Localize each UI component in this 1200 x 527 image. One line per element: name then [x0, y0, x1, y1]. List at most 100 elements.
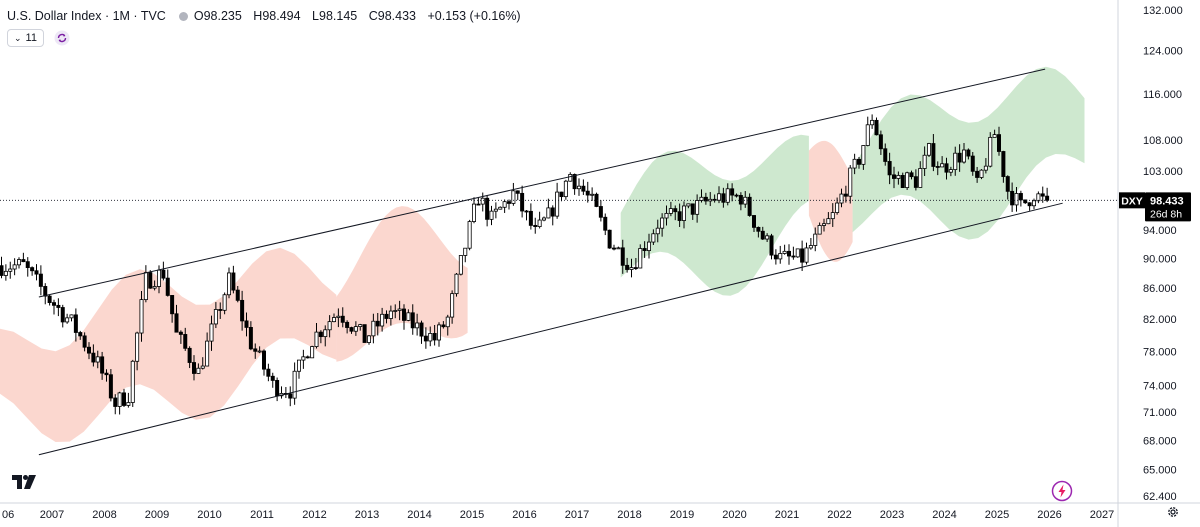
market-status-icon: [178, 11, 188, 21]
candle-body: [787, 250, 792, 257]
lightning-icon[interactable]: [1051, 480, 1073, 507]
candle-body: [730, 188, 735, 196]
candle-body: [463, 247, 468, 256]
candle-body: [314, 331, 319, 347]
candle-body: [56, 304, 61, 308]
candle: [1010, 182, 1015, 212]
candle: [266, 363, 271, 382]
candle-body: [629, 267, 634, 270]
candle: [533, 217, 538, 234]
candle-body: [607, 229, 612, 249]
x-tick-label: 2007: [40, 509, 64, 521]
candle: [590, 187, 595, 201]
candle: [371, 313, 376, 344]
candle: [174, 304, 179, 333]
candle-body: [511, 190, 516, 204]
candle: [957, 144, 962, 172]
candle: [1018, 190, 1023, 207]
indicators-toggle-button[interactable]: ⌄ 11: [7, 29, 44, 47]
candle: [423, 327, 428, 349]
channel-line-upper: [38, 68, 1046, 298]
candle: [927, 142, 932, 158]
candle-body: [231, 272, 236, 291]
y-tick-label: 65.000: [1143, 465, 1177, 477]
symbol-title[interactable]: U.S. Dollar Index · 1M · TVC: [7, 9, 166, 23]
candle-body: [603, 216, 608, 231]
candle: [800, 240, 805, 271]
candle-body: [975, 170, 980, 178]
candle: [34, 264, 39, 281]
last-price-label: 98.433: [1150, 195, 1184, 207]
candle-body: [1023, 199, 1028, 204]
candle: [686, 203, 691, 209]
candle: [323, 325, 328, 347]
candle-body: [222, 294, 227, 311]
candle: [43, 283, 48, 305]
candle-body: [935, 166, 940, 168]
candle: [117, 391, 122, 415]
candle: [8, 261, 13, 279]
symbol-label: DXY: [1121, 195, 1143, 207]
candle: [375, 312, 380, 336]
candle-body: [533, 224, 538, 227]
candle-body: [848, 167, 853, 197]
candle-body: [612, 247, 617, 250]
candle-body: [585, 190, 590, 196]
refresh-icon[interactable]: [54, 30, 70, 46]
candle: [69, 314, 74, 322]
change-value: +0.153 (+0.16%): [427, 9, 521, 23]
candle-body: [835, 202, 840, 213]
x-tick-label: 2026: [1037, 509, 1061, 521]
candle: [673, 205, 678, 221]
candle-body: [253, 348, 258, 352]
candle-body: [95, 356, 100, 363]
candle-body: [559, 191, 564, 198]
candle-body: [944, 163, 949, 173]
candle-body: [962, 149, 967, 163]
gear-icon[interactable]: [1166, 505, 1180, 524]
candle-body: [616, 247, 621, 250]
candle: [577, 178, 582, 196]
tradingview-logo-icon[interactable]: [12, 474, 38, 495]
candle-body: [1005, 176, 1010, 192]
candle-body: [647, 241, 652, 251]
candle-body: [226, 272, 231, 296]
candle: [12, 258, 17, 276]
candle: [454, 273, 459, 297]
candle-body: [441, 324, 446, 328]
candle: [651, 229, 656, 245]
candle: [664, 205, 669, 226]
channel-line-lower: [38, 202, 1063, 456]
y-tick-label: 94.000: [1143, 225, 1177, 237]
candle: [436, 322, 441, 347]
candle: [122, 388, 127, 407]
y-tick-label: 74.000: [1143, 380, 1177, 392]
candle-body: [450, 293, 455, 318]
candle-body: [410, 312, 415, 329]
candle: [997, 126, 1002, 156]
candle-body: [865, 124, 870, 146]
candle-body: [296, 359, 301, 372]
candle-body: [108, 374, 113, 399]
candle-body: [117, 392, 122, 407]
candle-body: [349, 327, 354, 332]
candle: [1001, 150, 1006, 183]
candle: [65, 313, 70, 324]
candle-body: [200, 365, 205, 369]
candle: [415, 313, 420, 336]
candle-body: [625, 264, 630, 270]
candle: [345, 320, 350, 334]
candle: [187, 346, 192, 369]
candle: [703, 192, 708, 205]
candle: [870, 114, 875, 129]
x-tick-label: 2019: [670, 509, 694, 521]
candle-body: [752, 215, 757, 228]
low-key: L: [312, 9, 319, 23]
candle: [612, 244, 617, 251]
candle-body: [305, 356, 310, 359]
candle: [82, 332, 87, 352]
candle-body: [480, 197, 485, 205]
candle-body: [1018, 193, 1023, 201]
candle: [563, 179, 568, 200]
